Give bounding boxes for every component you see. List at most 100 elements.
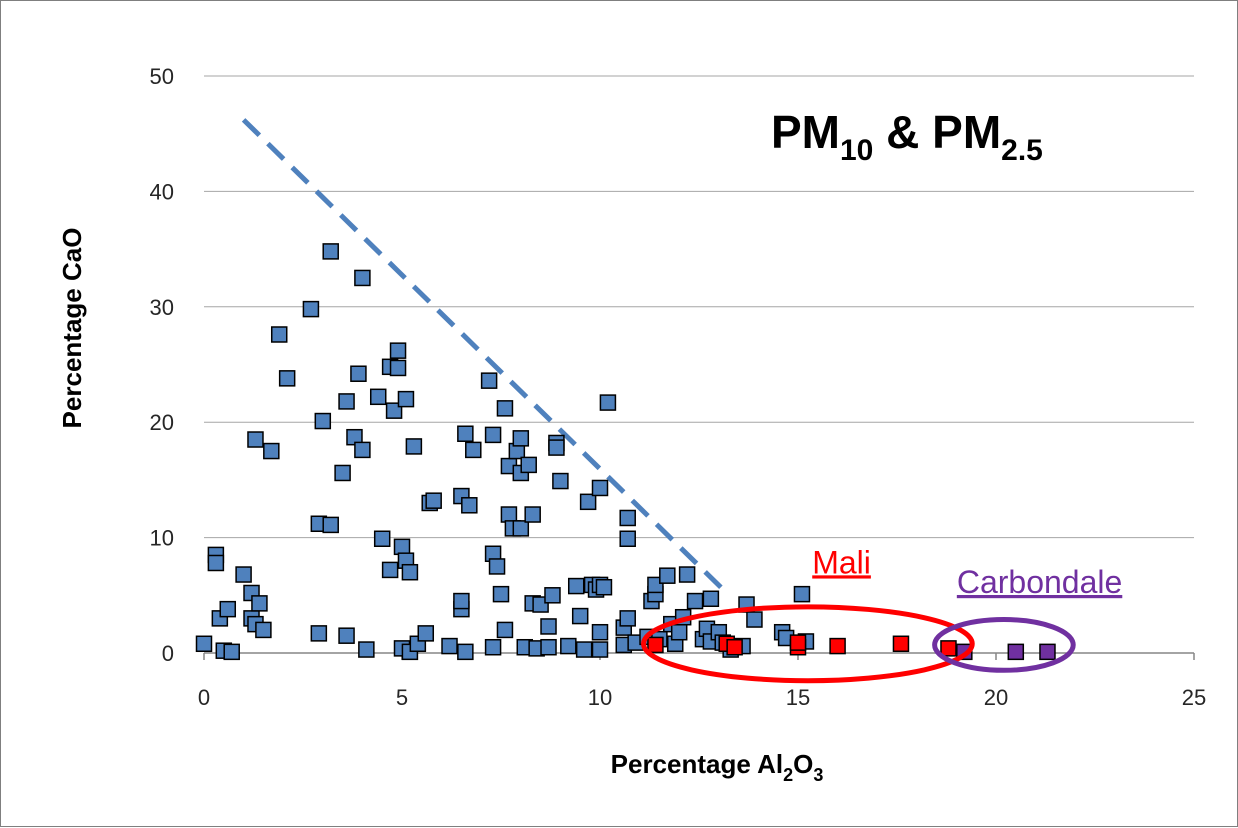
data-point-blue <box>686 592 704 610</box>
data-point-blue <box>670 623 688 641</box>
x-tick-label: 10 <box>588 685 612 710</box>
y-tick-label: 0 <box>162 641 174 666</box>
data-point-blue <box>223 643 240 661</box>
data-point-blue <box>354 269 371 287</box>
data-point-blue <box>405 438 423 455</box>
data-point-blue <box>270 326 288 343</box>
data-point-blue <box>255 621 272 639</box>
y-tick-label: 40 <box>150 179 174 204</box>
gridlines <box>203 75 1195 660</box>
data-point-blue <box>484 638 502 656</box>
data-point-purple <box>1007 643 1025 661</box>
data-point-blue <box>619 530 636 548</box>
data-point-blue <box>397 390 415 408</box>
data-point-blue <box>302 300 320 318</box>
data-point-blue <box>500 506 518 523</box>
data-point-blue <box>492 585 510 603</box>
data-point-red <box>940 640 957 657</box>
carbondale-ellipse <box>932 617 1076 673</box>
data-point-blue <box>207 554 225 572</box>
cluster-ellipses <box>641 604 1076 684</box>
data-point-blue <box>480 372 498 389</box>
data-point-blue <box>322 516 339 534</box>
data-point-blue <box>579 493 597 511</box>
data-point-blue <box>595 578 613 596</box>
y-tick-label: 50 <box>150 64 174 89</box>
x-tick-label: 0 <box>198 685 210 710</box>
data-point-blue <box>599 394 617 411</box>
data-point-blue <box>381 561 399 579</box>
data-point-blue <box>350 365 367 382</box>
data-point-blue <box>484 426 502 444</box>
data-points <box>195 243 1056 661</box>
data-point-blue <box>746 611 763 628</box>
data-point-purple <box>1039 643 1056 661</box>
x-axis-title: Percentage Al2O3 <box>611 749 824 785</box>
data-point-blue <box>457 425 474 442</box>
data-point-blue <box>389 359 407 377</box>
data-point-blue <box>373 530 391 548</box>
x-tick-label: 20 <box>984 685 1008 710</box>
data-point-blue <box>354 441 371 459</box>
data-point-blue <box>457 643 474 661</box>
data-point-red <box>726 638 743 656</box>
data-point-blue <box>619 509 636 527</box>
data-point-blue <box>793 585 811 603</box>
data-point-blue <box>263 442 280 460</box>
data-point-blue <box>389 342 407 359</box>
data-point-blue <box>619 610 636 627</box>
data-point-blue <box>393 538 411 556</box>
data-point-blue <box>552 472 569 490</box>
x-tick-label: 15 <box>786 685 810 710</box>
x-tick-label: 25 <box>1182 685 1206 710</box>
data-point-red <box>829 637 846 655</box>
data-point-blue <box>461 497 478 514</box>
data-point-blue <box>575 641 593 658</box>
y-tick-label: 10 <box>150 526 174 551</box>
data-point-blue <box>512 430 530 447</box>
data-point-blue <box>195 635 213 653</box>
data-point-blue <box>338 393 355 410</box>
data-point-blue <box>520 456 537 474</box>
data-point-blue <box>338 627 355 644</box>
x-tick-label: 5 <box>396 685 408 710</box>
tick-labels: 0 5 10 15 20 25 0 10 20 30 40 50 <box>150 64 1207 710</box>
data-point-blue <box>322 243 339 260</box>
data-point-blue <box>247 431 264 448</box>
annotation-labels: Mali Carbondale <box>812 544 1122 600</box>
data-point-blue <box>540 618 557 635</box>
data-point-blue <box>496 400 514 417</box>
data-point-blue <box>540 638 557 656</box>
data-point-blue <box>334 464 351 482</box>
data-point-blue <box>219 600 237 618</box>
y-tick-label: 30 <box>150 295 174 320</box>
chart-title: PM10 & PM2.5 <box>771 106 1043 167</box>
data-point-blue <box>358 641 375 658</box>
data-point-blue <box>314 412 332 430</box>
data-point-blue <box>702 590 720 608</box>
data-point-blue <box>278 370 296 387</box>
data-point-blue <box>488 558 506 575</box>
mali-ellipse <box>641 604 975 684</box>
data-point-red <box>647 636 664 654</box>
data-point-blue <box>591 623 609 641</box>
data-point-blue <box>548 439 565 456</box>
y-axis-title: Percentage CaO <box>57 228 87 429</box>
data-point-blue <box>524 506 541 523</box>
data-point-blue <box>369 388 387 406</box>
mali-label: Mali <box>812 544 871 580</box>
data-point-blue <box>571 607 589 625</box>
data-point-blue <box>512 520 530 537</box>
data-point-blue <box>591 641 609 658</box>
data-point-blue <box>678 566 696 583</box>
dashed-trend-line <box>241 118 729 595</box>
data-point-blue <box>251 595 268 612</box>
data-point-blue <box>441 637 458 655</box>
data-point-blue <box>465 441 482 459</box>
data-point-blue <box>235 566 252 583</box>
data-point-blue <box>591 479 609 497</box>
data-point-blue <box>544 587 561 604</box>
data-point-blue <box>425 492 442 509</box>
